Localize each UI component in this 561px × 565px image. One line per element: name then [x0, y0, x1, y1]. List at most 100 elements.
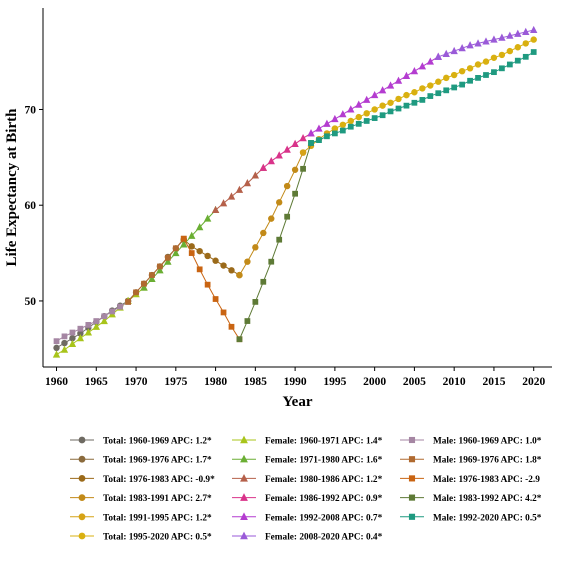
legend-label: Male: 1960-1969 APC: 1.0*	[433, 437, 542, 447]
data-point	[339, 121, 347, 128]
series-line	[238, 142, 312, 340]
legend-label: Male: 1976-1983 APC: -2.9	[433, 475, 540, 485]
data-point	[69, 329, 76, 336]
y-axis-title: Life Expectancy at Birth	[4, 108, 20, 267]
series-line	[56, 300, 129, 349]
series-16	[236, 140, 314, 343]
data-point	[387, 99, 394, 106]
data-point	[427, 93, 434, 99]
data-point	[331, 130, 338, 137]
data-point	[499, 65, 505, 72]
data-point	[506, 61, 513, 68]
series-14	[125, 235, 187, 305]
series-17	[308, 49, 537, 146]
data-point	[268, 215, 275, 222]
series-8	[140, 205, 220, 291]
x-axis-title: Year	[283, 394, 313, 410]
data-point	[283, 182, 291, 190]
series-15	[180, 235, 243, 343]
data-point	[251, 171, 260, 179]
legend-label: Male: 1969-1976 APC: 1.8*	[433, 456, 542, 466]
legend-item: Male: 1969-1976 APC: 1.8*	[400, 456, 542, 466]
legend: Total: 1960-1969 APC: 1.2* Total: 1969-19…	[70, 435, 542, 543]
axes: 1960 1965 1970 1975 1980 1985 1990 1995 2000 2005…	[25, 104, 546, 388]
legend-marker	[78, 436, 86, 444]
data-point	[530, 36, 537, 43]
legend-label: Total: 1995-2020 APC: 0.5*	[103, 533, 212, 543]
data-point	[236, 271, 243, 279]
series-12	[434, 25, 538, 60]
data-point	[84, 328, 93, 336]
legend-label: Male: 1992-2020 APC: 0.5*	[433, 513, 542, 523]
data-point	[299, 134, 307, 142]
data-point	[77, 325, 84, 332]
legend-marker	[408, 513, 416, 520]
data-point	[363, 95, 371, 103]
legend-label: Female: 2008-2020 APC: 0.4*	[265, 533, 383, 543]
data-point	[220, 309, 227, 316]
x-tick-label: 2020	[522, 376, 545, 388]
legend-label: Male: 1983-1992 APC: 4.2*	[433, 494, 542, 504]
data-point	[506, 47, 514, 55]
data-point	[490, 35, 498, 43]
legend-label: Total: 1976-1983 APC: -0.9*	[103, 475, 215, 485]
legend-marker	[78, 494, 86, 501]
series-line	[143, 209, 216, 288]
data-point	[236, 336, 243, 343]
legend-label: Total: 1960-1969 APC: 1.2*	[103, 437, 212, 447]
data-point	[148, 274, 156, 282]
legend-item: Female: 1971-1980 APC: 1.6*	[232, 454, 383, 466]
data-point	[514, 29, 522, 37]
data-point	[514, 57, 521, 64]
data-point	[435, 78, 442, 85]
legend-item: Male: 1983-1992 APC: 4.2*	[400, 494, 542, 504]
series-9	[211, 163, 267, 214]
data-point	[324, 133, 330, 140]
series-4	[236, 149, 307, 279]
legend-item: Female: 1960-1971 APC: 1.4*	[232, 435, 383, 447]
data-point	[76, 334, 85, 342]
data-point	[172, 248, 180, 257]
x-tick-label: 1960	[45, 376, 68, 388]
data-point	[300, 165, 306, 172]
data-point	[141, 280, 147, 287]
data-point	[68, 339, 77, 348]
legend-item: Male: 1992-2020 APC: 0.5*	[400, 513, 542, 523]
series-13	[53, 299, 131, 345]
data-point	[490, 54, 498, 61]
data-point	[355, 120, 362, 127]
data-point	[157, 263, 163, 270]
data-point	[379, 112, 386, 119]
data-point	[267, 157, 275, 165]
data-point	[491, 69, 497, 76]
data-point	[394, 76, 403, 84]
data-point	[61, 333, 68, 340]
data-point	[355, 100, 363, 108]
data-point	[235, 185, 244, 193]
data-point	[474, 39, 482, 47]
data-point	[419, 97, 426, 103]
data-point	[109, 308, 116, 315]
data-point	[339, 110, 347, 118]
y-tick-label: 70	[25, 104, 37, 116]
data-point	[522, 40, 529, 47]
data-point	[466, 41, 474, 49]
data-point	[331, 125, 339, 132]
x-tick-label: 1990	[284, 376, 307, 388]
data-point	[53, 338, 60, 345]
x-tick-label: 1995	[323, 376, 346, 388]
legend-marker	[78, 475, 86, 482]
legend-item: Male: 1960-1969 APC: 1.0*	[400, 437, 542, 447]
data-point	[403, 91, 410, 99]
legend-item: Female: 1986-1992 APC: 0.9*	[232, 493, 383, 504]
data-point	[395, 95, 402, 103]
data-point	[53, 344, 60, 352]
data-point	[268, 258, 275, 265]
data-point	[482, 37, 490, 45]
data-point	[339, 127, 346, 134]
y-tick-label: 50	[25, 296, 37, 308]
data-point	[386, 81, 395, 89]
legend-marker	[78, 455, 86, 463]
